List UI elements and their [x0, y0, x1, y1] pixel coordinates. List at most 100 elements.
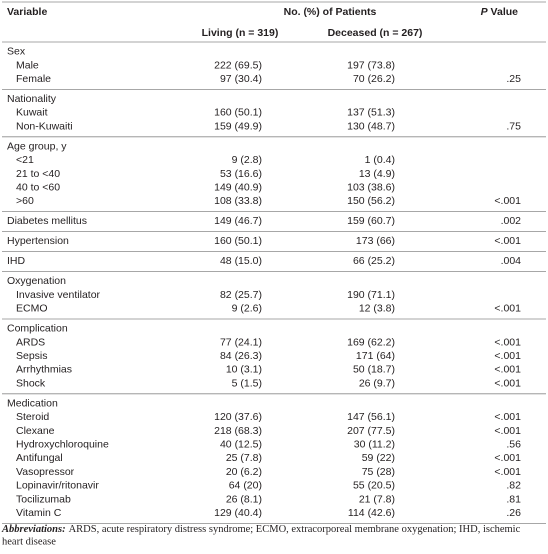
group-title: Nationality — [7, 93, 57, 105]
p-value: <.001 — [494, 425, 521, 437]
row-label: Diabetes mellitus — [7, 215, 87, 227]
living-value: 108 (33.8) — [214, 195, 262, 207]
p-value: <.001 — [494, 452, 521, 464]
header-living: Living (n = 319) — [202, 27, 279, 39]
deceased-value: 197 (73.8) — [347, 59, 395, 71]
living-value: 160 (50.1) — [214, 235, 262, 247]
p-value: <.001 — [494, 364, 521, 376]
row-label: ARDS — [16, 336, 45, 348]
row-label: Female — [16, 73, 51, 85]
living-value: 26 (8.1) — [226, 493, 262, 505]
row-label: ECMO — [16, 303, 48, 315]
row-label: Male — [16, 59, 39, 71]
living-value: 10 (3.1) — [226, 364, 262, 376]
p-value: .002 — [501, 215, 522, 227]
deceased-value: 26 (9.7) — [359, 377, 395, 389]
living-value: 84 (26.3) — [220, 350, 262, 362]
header-p: P Value — [481, 6, 519, 18]
row-label: Invasive ventilator — [16, 289, 101, 301]
living-value: 25 (7.8) — [226, 452, 262, 464]
header-variable: Variable — [7, 6, 47, 18]
living-value: 129 (40.4) — [214, 507, 262, 519]
living-value: 159 (49.9) — [214, 120, 262, 132]
row-label: Non-Kuwaiti — [16, 120, 73, 132]
deceased-value: 150 (56.2) — [347, 195, 395, 207]
p-value: .75 — [506, 120, 521, 132]
living-value: 20 (6.2) — [226, 466, 262, 478]
header-deceased: Deceased (n = 267) — [328, 27, 423, 39]
living-value: 160 (50.1) — [214, 107, 262, 119]
row-label: Vasopressor — [16, 466, 75, 478]
deceased-value: 173 (66) — [356, 235, 395, 247]
living-value: 149 (46.7) — [214, 215, 262, 227]
group-title: Oxygenation — [7, 275, 66, 287]
deceased-value: 30 (11.2) — [354, 439, 395, 451]
deceased-value: 13 (4.9) — [359, 168, 395, 180]
footnote-lead: Abbreviations: — [1, 524, 66, 535]
deceased-value: 190 (71.1) — [347, 289, 395, 301]
p-value: <.001 — [494, 350, 521, 362]
deceased-value: 114 (42.6) — [348, 507, 395, 519]
group-title: Sex — [7, 46, 26, 58]
row-label: Shock — [16, 377, 46, 389]
p-value: .25 — [506, 73, 521, 85]
row-label: Hydroxychloroquine — [16, 439, 109, 451]
living-value: 218 (68.3) — [214, 425, 262, 437]
row-label: Clexane — [16, 425, 55, 437]
living-value: 82 (25.7) — [220, 289, 262, 301]
p-value: .82 — [506, 480, 521, 492]
living-value: 97 (30.4) — [220, 73, 262, 85]
row-label: Sepsis — [16, 350, 48, 362]
p-value: .26 — [506, 507, 521, 519]
group-title: Age group, y — [7, 140, 67, 152]
living-value: 77 (24.1) — [220, 336, 262, 348]
p-value: .56 — [506, 439, 521, 451]
p-value: <.001 — [494, 303, 521, 315]
deceased-value: 137 (51.3) — [347, 107, 395, 119]
living-value: 149 (40.9) — [214, 182, 262, 194]
deceased-value: 66 (25.2) — [353, 255, 395, 267]
living-value: 53 (16.6) — [220, 168, 262, 180]
deceased-value: 130 (48.7) — [347, 120, 395, 132]
row-label: Antifungal — [16, 452, 63, 464]
living-value: 48 (15.0) — [220, 255, 262, 267]
header-p-italic: P — [481, 6, 489, 18]
living-value: 222 (69.5) — [214, 59, 262, 71]
deceased-value: 59 (22) — [362, 452, 395, 464]
deceased-value: 103 (38.6) — [347, 182, 395, 194]
p-value: .81 — [506, 493, 521, 505]
deceased-value: 21 (7.8) — [359, 493, 395, 505]
p-value: <.001 — [494, 195, 521, 207]
living-value: 5 (1.5) — [232, 377, 262, 389]
p-value: .004 — [501, 255, 522, 267]
row-label: Lopinavir/ritonavir — [16, 480, 99, 492]
p-value: <.001 — [494, 411, 521, 423]
footnote-text: heart disease — [2, 536, 56, 547]
row-label: >60 — [16, 195, 34, 207]
p-value: <.001 — [494, 466, 521, 478]
deceased-value: 70 (26.2) — [353, 73, 395, 85]
living-value: 40 (12.5) — [220, 439, 262, 451]
deceased-value: 1 (0.4) — [365, 154, 395, 166]
p-value: <.001 — [494, 377, 521, 389]
deceased-value: 171 (64) — [356, 350, 395, 362]
row-label: Steroid — [16, 411, 49, 423]
group-title: Complication — [7, 323, 68, 335]
row-label: Tocilizumab — [16, 493, 71, 505]
living-value: 9 (2.6) — [232, 303, 262, 315]
row-label: Kuwait — [16, 107, 48, 119]
row-label: <21 — [16, 154, 34, 166]
p-value: <.001 — [494, 336, 521, 348]
deceased-value: 55 (20.5) — [353, 480, 395, 492]
deceased-value: 50 (18.7) — [353, 364, 395, 376]
footnote-text: ARDS, acute respiratory distress syndrom… — [69, 524, 521, 535]
deceased-value: 147 (56.1) — [347, 411, 395, 423]
group-title: Medication — [7, 397, 58, 409]
deceased-value: 12 (3.8) — [359, 303, 395, 315]
row-label: Arrhythmias — [16, 364, 72, 376]
deceased-value: 207 (77.5) — [347, 425, 395, 437]
row-label: Hypertension — [7, 235, 69, 247]
header-group: No. (%) of Patients — [284, 6, 377, 18]
deceased-value: 75 (28) — [362, 466, 395, 478]
